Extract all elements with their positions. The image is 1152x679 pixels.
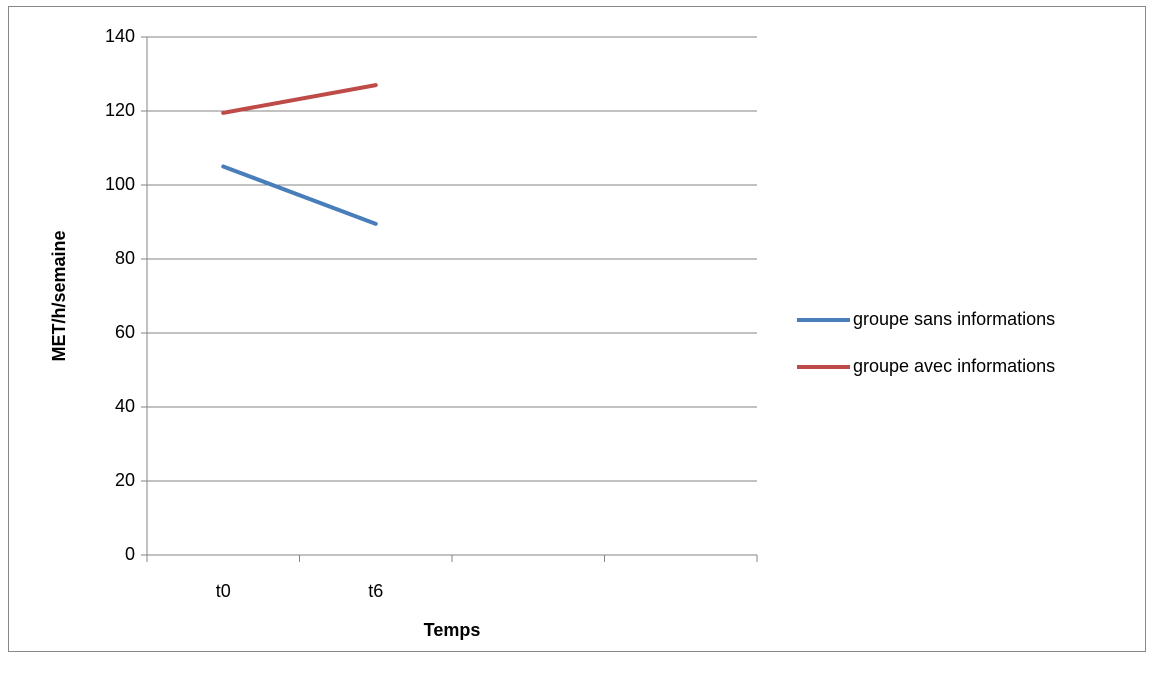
- y-tick-label: 80: [115, 248, 135, 268]
- series-line: [221, 83, 378, 115]
- y-tick-label: 120: [105, 100, 135, 120]
- y-tick-label: 60: [115, 322, 135, 342]
- legend-label: groupe avec informations: [853, 356, 1055, 376]
- legend-label: groupe sans informations: [853, 309, 1055, 329]
- x-tick-label: t0: [216, 581, 231, 601]
- x-tick-label: t6: [368, 581, 383, 601]
- chart-border: [8, 6, 1146, 652]
- series-line: [221, 164, 378, 226]
- y-tick-label: 20: [115, 470, 135, 490]
- y-tick-label: 140: [105, 26, 135, 46]
- y-tick-label: 100: [105, 174, 135, 194]
- y-tick-label: 40: [115, 396, 135, 416]
- y-tick-label: 0: [125, 544, 135, 564]
- y-axis-title: MET/h/semaine: [49, 230, 69, 361]
- x-axis-title: Temps: [424, 620, 481, 640]
